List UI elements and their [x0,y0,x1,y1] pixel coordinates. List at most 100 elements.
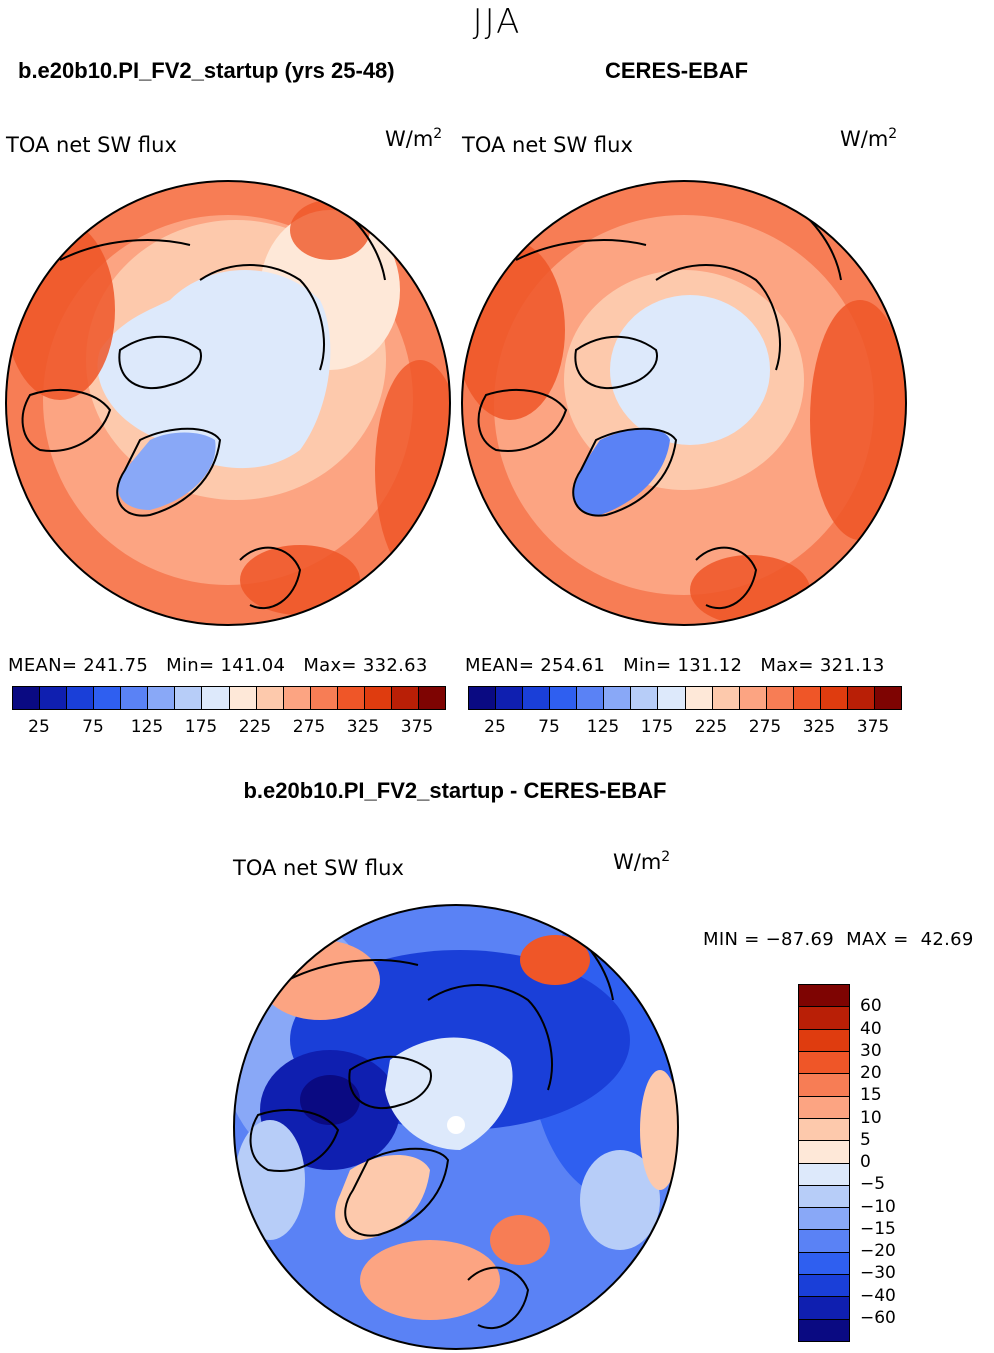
colorbar-tick-label: 25 [28,717,50,737]
model-colorbar [12,686,446,710]
colorbar-swatch [799,1185,849,1209]
colorbar-tick-label: −30 [860,1263,896,1284]
obs-colorbar [468,686,902,710]
colorbar-swatch [604,687,632,709]
colorbar-swatch [418,687,445,709]
colorbar-tick-label: 75 [538,717,560,737]
colorbar-swatch [739,687,767,709]
colorbar-swatch [799,1297,849,1320]
colorbar-swatch [67,687,95,709]
colorbar-tick-label: −40 [860,1285,896,1306]
colorbar-swatch [13,687,41,709]
diff-panel-title: b.e20b10.PI_FV2_startup - CERES-EBAF [243,778,667,803]
colorbar-tick-label: −5 [860,1174,886,1195]
model-colorbar-ticks: 25 75 125 175 225 275 325 375 [12,717,444,737]
colorbar-tick-label: 325 [802,717,836,737]
colorbar-swatch [631,687,659,709]
colorbar-swatch [799,1118,849,1142]
colorbar-tick-label: 15 [860,1085,882,1106]
colorbar-swatch [799,1252,849,1276]
colorbar-swatch [712,687,740,709]
colorbar-swatch [148,687,176,709]
colorbar-tick-label: 125 [586,717,620,737]
colorbar-tick-label: 175 [184,717,218,737]
colorbar-swatch [799,1096,849,1119]
colorbar-swatch [175,687,203,709]
colorbar-swatch [496,687,524,709]
obs-variable-label: TOA net SW flux [462,133,633,157]
colorbar-swatch [799,1230,849,1253]
season-title: JJA [472,2,522,42]
colorbar-tick-label: 375 [400,717,434,737]
colorbar-swatch [469,687,497,709]
obs-colorbar-ticks: 25 75 125 175 225 275 325 375 [468,717,900,737]
diff-colorbar [798,984,850,1342]
colorbar-tick-label: 325 [346,717,380,737]
colorbar-swatch [799,1141,849,1164]
colorbar-swatch [94,687,122,709]
colorbar-swatch [202,687,230,709]
colorbar-tick-label: 0 [860,1152,871,1172]
colorbar-swatch [799,1029,849,1052]
colorbar-tick-label: 40 [860,1018,882,1039]
diff-stats: MIN = −87.69 MAX = 42.69 [703,929,974,950]
colorbar-swatch [523,687,551,709]
colorbar-swatch [121,687,149,709]
colorbar-swatch [799,1208,849,1231]
colorbar-swatch [337,687,365,709]
colorbar-swatch [799,1275,849,1298]
colorbar-tick-label: 175 [640,717,674,737]
model-panel-title: b.e20b10.PI_FV2_startup (yrs 25-48) [18,58,395,83]
colorbar-swatch [550,687,578,709]
colorbar-swatch [229,687,257,709]
obs-units-label: W/m2 [840,126,898,151]
colorbar-swatch [40,687,68,709]
model-units-label: W/m2 [385,126,443,151]
colorbar-swatch [364,687,392,709]
colorbar-swatch [793,687,821,709]
colorbar-swatch [799,1163,849,1186]
colorbar-swatch [847,687,875,709]
colorbar-swatch [256,687,284,709]
colorbar-tick-label: 275 [292,717,326,737]
colorbar-tick-label: 225 [238,717,272,737]
obs-stats: MEAN= 254.61 Min= 131.12 Max= 321.13 [465,655,885,676]
colorbar-swatch [310,687,338,709]
colorbar-swatch [391,687,419,709]
colorbar-swatch [799,1051,849,1075]
colorbar-swatch [799,1319,849,1341]
colorbar-tick-label: 275 [748,717,782,737]
colorbar-tick-label: 125 [130,717,164,737]
diff-units-label: W/m2 [613,849,671,874]
colorbar-tick-label: −60 [860,1307,896,1328]
colorbar-swatch [577,687,605,709]
obs-panel-title: CERES-EBAF [605,58,749,83]
colorbar-swatch [874,687,901,709]
colorbar-swatch [283,687,311,709]
colorbar-tick-label: 20 [860,1063,882,1083]
model-stats: MEAN= 241.75 Min= 141.04 Max= 332.63 [8,655,428,676]
colorbar-tick-label: 10 [860,1107,882,1128]
diff-variable-label: TOA net SW flux [233,856,404,880]
colorbar-tick-label: 30 [860,1040,882,1061]
colorbar-tick-label: −20 [860,1241,896,1261]
colorbar-tick-label: 60 [860,996,882,1017]
colorbar-tick-label: 375 [856,717,890,737]
colorbar-tick-label: 5 [860,1129,871,1150]
colorbar-swatch [799,985,849,1008]
diff-colorbar-ticks: 60 40 30 20 15 10 5 0 −5 −10 −15 −20 −30 −40 −60 [860,984,900,1340]
colorbar-tick-label: −15 [860,1218,896,1239]
colorbar-tick-label: 25 [484,717,506,737]
colorbar-swatch [658,687,686,709]
colorbar-swatch [799,1074,849,1097]
colorbar-tick-label: −10 [860,1196,896,1217]
colorbar-swatch [766,687,794,709]
colorbar-swatch [820,687,848,709]
colorbar-tick-label: 75 [82,717,104,737]
model-variable-label: TOA net SW flux [6,133,177,157]
colorbar-swatch [799,1007,849,1030]
colorbar-tick-label: 225 [694,717,728,737]
